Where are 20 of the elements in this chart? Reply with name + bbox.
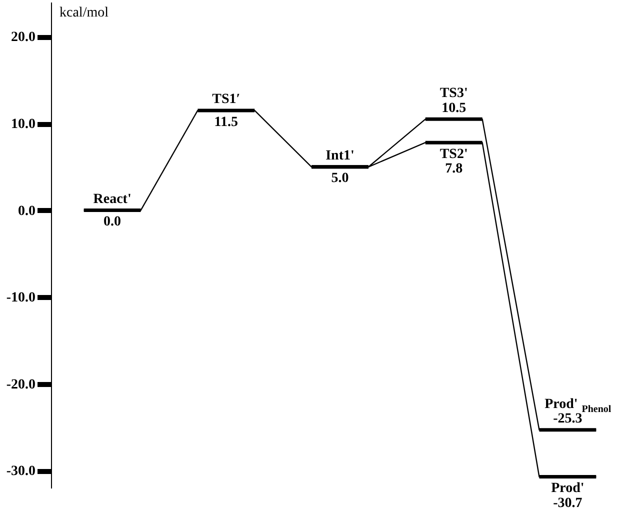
data-label: -30.7 (553, 496, 582, 511)
y-tick-label: -30.0 (6, 464, 36, 480)
data-label: 0.0 (104, 214, 122, 230)
data-label: 7.8 (445, 162, 463, 177)
annotation: Int1' (326, 148, 354, 164)
annotation: TS1′ (212, 92, 240, 108)
data-label: -25.3 (553, 412, 582, 427)
data-label: 5.0 (331, 171, 349, 186)
y-tick-label: 0.0 (18, 204, 36, 219)
y-tick-label: 20.0 (11, 30, 36, 46)
y-axis-title: kcal/mol (60, 6, 109, 20)
y-tick-label: -10.0 (6, 290, 36, 306)
y-tick-label: 10.0 (11, 117, 36, 132)
y-tick-label: -20.0 (6, 377, 36, 392)
data-label: 11.5 (214, 114, 238, 130)
annotation: TS3' (440, 86, 468, 102)
data-label: 10.5 (442, 100, 466, 116)
annotation: Prod' (551, 481, 584, 496)
annotation: TS2' (440, 146, 468, 162)
annotation: React' (93, 192, 132, 208)
